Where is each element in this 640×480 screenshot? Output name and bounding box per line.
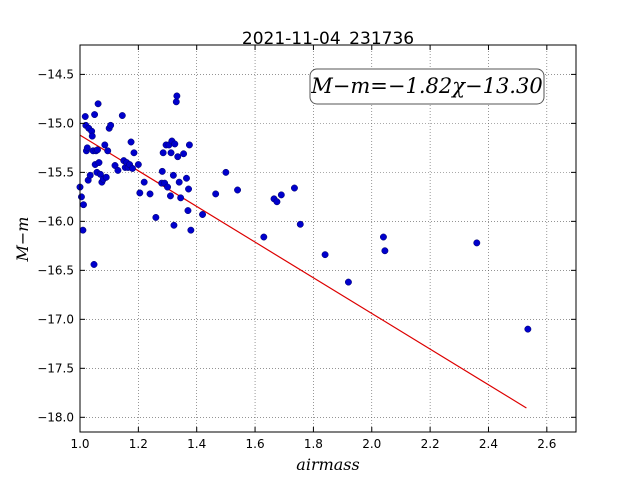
data-point [344,278,352,286]
data-point [152,213,160,221]
data-point [183,174,190,182]
data-point [81,113,89,120]
data-point [177,194,185,202]
data-point [130,149,138,157]
x-tick-label: 2.0 [362,437,381,451]
y-tick-label: −17.5 [37,361,74,375]
data-point [95,159,103,167]
equation-text: M−m=−1.82χ−13.30 [310,74,542,98]
fit-line-layer [79,134,527,409]
fit-line [79,134,527,409]
y-tick-label: −14.5 [37,67,74,81]
data-point [134,161,142,168]
data-point [185,141,193,149]
data-point [473,239,481,247]
data-point [170,221,178,229]
plot-frame [79,44,577,433]
data-point [187,226,195,234]
x-axis-label: airmass [296,455,359,474]
data-point [296,220,304,228]
data-point [212,190,220,198]
data-point [104,147,112,155]
data-point [185,185,192,193]
data-point [260,233,268,241]
data-point [107,121,115,129]
y-tick-label: −18.0 [37,410,74,424]
data-point [146,190,154,198]
data-points [76,92,532,333]
data-point [277,191,285,199]
data-point [159,149,167,157]
x-tick-label: 1.0 [70,437,89,451]
data-point [524,325,532,333]
y-tick-label: −15.0 [37,116,74,130]
data-point [379,233,387,241]
data-point [184,207,192,215]
data-point [273,198,281,206]
data-point [91,111,99,119]
plot-area [80,45,576,432]
data-point [114,166,122,174]
axis-ticks: 1.0 1.2 1.4 1.6 1.8 2.0 2.2 2.4 2.6 −14.5 −15.0 −15… [37,45,576,451]
data-point [101,141,109,149]
data-point [127,138,135,146]
data-point [234,186,242,194]
data-point [140,178,148,186]
y-tick-label: −17.0 [37,312,74,326]
data-point [175,178,183,186]
data-point [79,226,87,234]
x-tick-label: 2.4 [479,437,498,451]
y-tick-label: −15.5 [37,165,74,179]
data-point [171,140,179,148]
data-point [381,247,389,255]
data-point [88,132,96,140]
y-tick-label: −16.0 [37,214,74,228]
data-point [167,149,175,157]
data-point [102,173,110,181]
data-point [174,153,182,161]
data-point [86,171,94,179]
data-point [94,100,102,108]
x-tick-label: 1.8 [304,437,323,451]
data-point [199,211,206,218]
equation-box [309,68,545,105]
data-point [321,251,329,259]
chart-title: 2021-11-04_231736 [242,29,414,49]
data-point [173,92,181,100]
y-axis-label: M−m [13,217,32,263]
data-point [172,98,180,106]
data-point [158,167,166,175]
data-point [83,144,91,152]
data-point [166,192,174,200]
x-tick-label: 1.4 [187,437,206,451]
data-point [164,183,171,191]
data-point [180,150,188,158]
data-point [222,168,230,176]
data-point [90,261,98,268]
data-point [78,193,85,201]
data-point [290,184,298,192]
data-point [169,171,177,179]
x-tick-label: 2.2 [421,437,440,451]
data-point [136,189,144,197]
x-tick-label: 1.6 [246,437,265,451]
x-tick-label: 1.2 [129,437,148,451]
equation-annotation: M−m=−1.82χ−13.30 [309,68,545,105]
data-point [80,201,87,209]
y-tick-label: −16.5 [37,263,74,277]
data-point [94,146,101,154]
data-point [129,164,136,172]
data-point [118,112,126,119]
x-tick-label: 2.6 [537,437,556,451]
